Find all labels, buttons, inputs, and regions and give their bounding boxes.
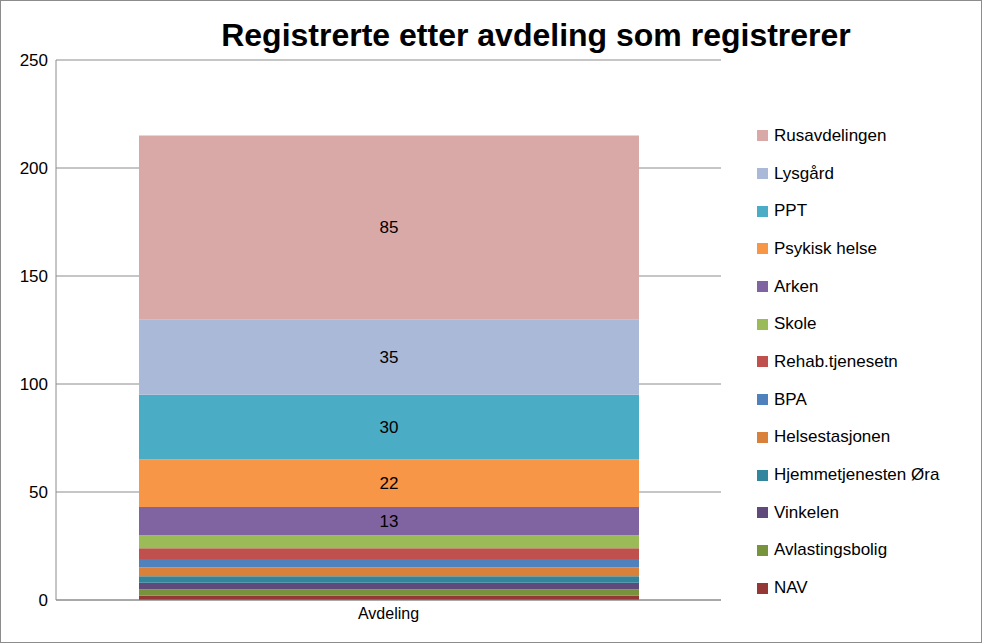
svg-text:35: 35 — [380, 348, 399, 367]
html-text:Rehab.tjenesetn: Rehab.tjenesetn — [774, 352, 898, 371]
html-text:Lysgård: Lysgård — [774, 163, 834, 183]
svg-text:22: 22 — [380, 474, 399, 493]
svg-text:250: 250 — [20, 51, 48, 70]
html-text:PPT: PPT — [774, 201, 808, 221]
html-text:BPA: BPA — [774, 389, 807, 409]
svg-text:50: 50 — [29, 483, 48, 502]
svg-text:30: 30 — [380, 418, 399, 437]
html-text:Registrerte etter avdeling som: Registrerte etter avdeling som registrer… — [221, 17, 851, 53]
svg-text:85: 85 — [380, 218, 399, 237]
html-text:Vinkelen: Vinkelen — [774, 502, 839, 522]
svg-text:Avdeling: Avdeling — [358, 605, 419, 622]
html-text:Avlastingsbolig: Avlastingsbolig — [774, 540, 888, 560]
html-text:Arken: Arken — [774, 276, 819, 296]
svg-text:13: 13 — [380, 512, 399, 531]
html-text:Helsestasjonen: Helsestasjonen — [774, 427, 891, 447]
html-text:Hjemmetjenesten Øra: Hjemmetjenesten Øra — [774, 465, 940, 484]
svg-text:100: 100 — [20, 375, 48, 394]
html-text:Rusavdelingen: Rusavdelingen — [774, 125, 887, 145]
html-text:Psykisk helse: Psykisk helse — [774, 238, 877, 258]
html-text:NAV: NAV — [774, 578, 808, 598]
svg-text:200: 200 — [20, 159, 48, 178]
svg-text:0: 0 — [39, 591, 48, 610]
html-text:Skole: Skole — [774, 314, 817, 334]
svg-text:150: 150 — [20, 267, 48, 286]
